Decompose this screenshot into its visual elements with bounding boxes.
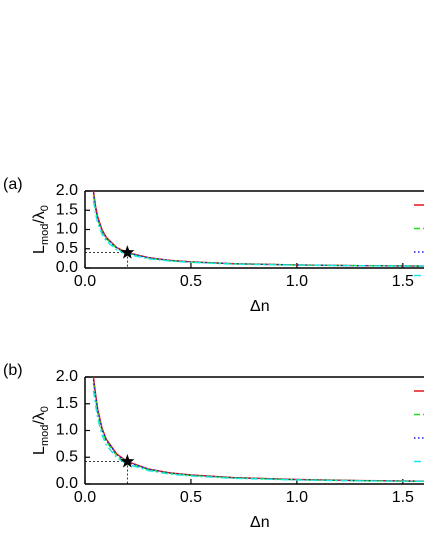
y-tick-label: 1.5 xyxy=(56,395,78,412)
y-tick-label: 0.0 xyxy=(56,259,78,276)
y-axis-label-part: mod xyxy=(39,425,51,446)
y-tick-label: 0.5 xyxy=(56,448,78,465)
panel-label: (b) xyxy=(3,362,23,379)
y-tick-label: 0.0 xyxy=(56,475,78,492)
y-tick-label: 1.0 xyxy=(56,422,78,439)
x-axis-label: Δn xyxy=(250,298,270,315)
panel-label: (a) xyxy=(3,176,23,193)
y-axis-label-part: L xyxy=(31,446,48,455)
y-axis-label-part: /λ xyxy=(31,211,48,223)
series-line xyxy=(92,194,424,267)
y-axis-label-part: 0 xyxy=(39,205,51,211)
x-tick-label: 1.0 xyxy=(286,489,308,506)
star-marker xyxy=(120,454,135,468)
x-axis-label: Δn xyxy=(250,514,270,531)
y-tick-label: 0.5 xyxy=(56,240,78,257)
series-line xyxy=(92,390,424,483)
y-tick-label: 1.5 xyxy=(56,201,78,218)
star-marker xyxy=(120,245,135,259)
y-axis-label: Lmod/λ0 xyxy=(31,406,51,455)
series-line xyxy=(92,200,424,267)
series-line xyxy=(92,192,424,267)
y-tick-label: 2.0 xyxy=(56,368,78,385)
series-line xyxy=(92,190,424,267)
x-tick-label: 0.5 xyxy=(180,489,202,506)
x-tick-label: 0.5 xyxy=(180,273,202,290)
series-line xyxy=(92,379,424,482)
x-tick-label: 1.0 xyxy=(286,273,308,290)
y-axis-label-part: 0 xyxy=(39,406,51,412)
x-tick-label: 0.0 xyxy=(74,489,96,506)
series-line xyxy=(92,376,424,482)
y-axis-label-part: /λ xyxy=(31,412,48,424)
y-tick-label: 1.0 xyxy=(56,221,78,238)
y-axis-label-part: L xyxy=(31,245,48,254)
y-tick-label: 2.0 xyxy=(56,182,78,199)
x-tick-label: 1.5 xyxy=(392,489,414,506)
x-tick-label: 0.0 xyxy=(74,273,96,290)
x-tick-label: 1.5 xyxy=(392,273,414,290)
y-axis-label: Lmod/λ0 xyxy=(31,205,51,254)
y-axis-label-part: mod xyxy=(39,224,51,245)
